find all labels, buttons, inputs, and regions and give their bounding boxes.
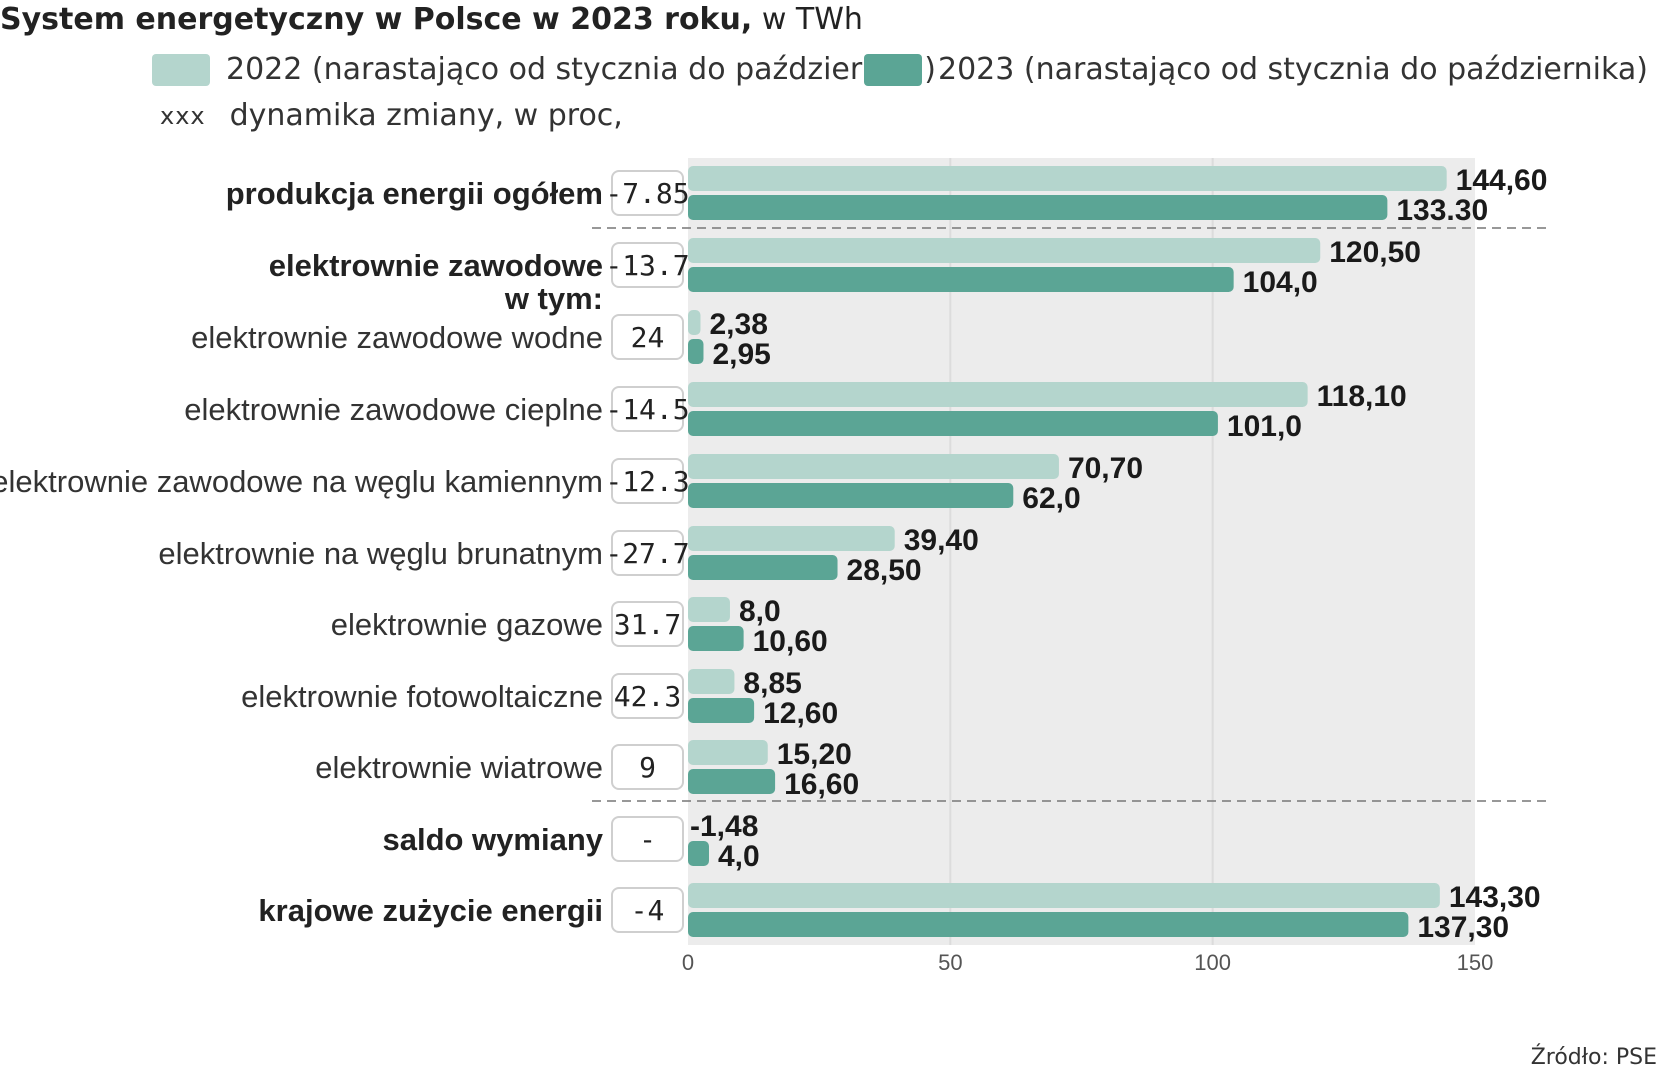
dynamics-box: [611, 673, 684, 719]
category-label: elektrownie zawodowe: [269, 248, 603, 283]
bar-2022: [688, 166, 1447, 191]
value-label-2023: 28,50: [847, 554, 922, 587]
category-label: elektrownie wiatrowe: [315, 750, 603, 785]
value-label-2023: 12,60: [763, 697, 838, 730]
dynamics-box: [611, 601, 684, 647]
dynamics-value: -14.5: [605, 393, 689, 426]
value-label-2022: 2,38: [709, 308, 767, 341]
category-label: elektrownie zawodowe cieplne: [184, 392, 603, 427]
bar-2023: [688, 769, 776, 794]
bar-2023: [688, 912, 1409, 937]
category-label: elektrownie fotowoltaiczne: [241, 679, 603, 714]
bar-2023: [688, 555, 838, 580]
bar-2023: [688, 483, 1014, 508]
dynamics-box: [611, 887, 684, 933]
value-label-2023: 10,60: [753, 625, 828, 658]
legend-entry-2023: 2023 (narastająco od stycznia do paździe…: [864, 52, 1648, 87]
bar-2022: [688, 382, 1308, 407]
value-label-2023: 16,60: [784, 768, 859, 801]
dynamics-value: 31.7: [614, 608, 681, 641]
bar-2023: [688, 841, 709, 866]
value-label-2022: 143,30: [1449, 881, 1541, 914]
value-label-2023: 62,0: [1022, 482, 1080, 515]
source-note: Źródło: PSE: [1530, 1045, 1657, 1070]
dynamics-box: [611, 314, 684, 360]
category-label: elektrownie zawodowe wodne: [191, 320, 603, 355]
value-label-2022: 8,85: [743, 667, 801, 700]
bar-2023: [688, 267, 1234, 292]
category-label: saldo wymiany: [382, 822, 603, 857]
category-label: elektrownie zawodowe na węglu kamiennym: [0, 464, 603, 499]
legend-swatch-2022: [152, 53, 210, 86]
legend-label-2023: 2023 (narastająco od stycznia do paździe…: [938, 52, 1648, 87]
dynamics-box: [611, 530, 684, 576]
value-label-2023: 101,0: [1227, 410, 1302, 443]
dynamics-value: -7.85: [605, 177, 689, 210]
value-label-2023: 104,0: [1243, 266, 1318, 299]
value-label-2022: -1,48: [690, 810, 758, 843]
legend-entry-2022: 2022 (narastająco od stycznia do paździe…: [152, 52, 936, 87]
dynamics-box: [611, 242, 684, 288]
chart-title-unit: w TWh: [761, 2, 863, 37]
bar-2023: [688, 411, 1218, 436]
value-label-2023: 137,30: [1417, 911, 1509, 944]
bar-2022: [688, 310, 701, 335]
category-label: produkcja energii ogółem: [226, 176, 603, 211]
bar-2023: [688, 698, 755, 723]
sub-header-label: w tym:: [504, 281, 603, 316]
legend-label-2022: 2022 (narastająco od stycznia do paździe…: [226, 52, 936, 87]
bar-2022: [688, 740, 768, 765]
chart-title-main: System energetyczny w Polsce w 2023 roku…: [0, 2, 753, 37]
bar-2022: [688, 238, 1321, 263]
category-label: elektrownie gazowe: [331, 607, 603, 642]
x-tick-label: 100: [1194, 950, 1231, 975]
bar-2022: [688, 883, 1440, 908]
x-tick-label: 150: [1457, 950, 1494, 975]
bar-2023: [688, 339, 704, 364]
bar-2023: [688, 195, 1388, 220]
dynamics-value: -12.3: [605, 465, 689, 498]
bar-2022: [688, 597, 730, 622]
dynamics-value: 42.3: [614, 680, 681, 713]
value-label-2022: 144,60: [1456, 164, 1548, 197]
dynamics-box: [611, 816, 684, 862]
value-label-2022: 120,50: [1329, 236, 1421, 269]
dynamics-box: [611, 458, 684, 504]
bar-2022: [688, 454, 1059, 479]
value-label-2023: 2,95: [712, 338, 770, 371]
category-label: elektrownie na węglu brunatnym: [158, 536, 603, 571]
dynamics-value: -4: [631, 894, 665, 927]
value-label-2022: 70,70: [1068, 452, 1143, 485]
value-label-2022: 8,0: [739, 595, 781, 628]
dynamics-box: [611, 744, 684, 790]
dynamics-box: [611, 386, 684, 432]
x-tick-label: 0: [682, 950, 694, 975]
category-label: krajowe zużycie energii: [258, 893, 603, 928]
value-label-2022: 118,10: [1317, 380, 1407, 413]
bar-2022: [688, 669, 735, 694]
dynamics-value: 24: [631, 321, 665, 354]
value-label-2023: 4,0: [718, 840, 760, 873]
legend-dynamics-marker: xxx: [160, 101, 206, 130]
legend-entry-dynamics: xxx dynamika zmiany, w proc,: [160, 98, 623, 133]
value-label-2022: 15,20: [777, 738, 852, 771]
value-label-2023: 133.30: [1396, 194, 1488, 227]
dynamics-value: -13.7: [605, 249, 689, 282]
dynamics-value: -: [639, 823, 656, 856]
dynamics-value: -27.7: [605, 537, 689, 570]
dynamics-value: 9: [639, 751, 656, 784]
bar-2022: [688, 526, 895, 551]
bar-2023: [688, 626, 744, 651]
legend-swatch-2023: [864, 53, 922, 86]
value-label-2022: 39,40: [904, 524, 979, 557]
dynamics-box: [611, 170, 684, 216]
chart-title: System energetyczny w Polsce w 2023 roku…: [0, 2, 863, 37]
legend-label-dynamics: dynamika zmiany, w proc,: [229, 98, 623, 133]
x-tick-label: 50: [938, 950, 962, 975]
